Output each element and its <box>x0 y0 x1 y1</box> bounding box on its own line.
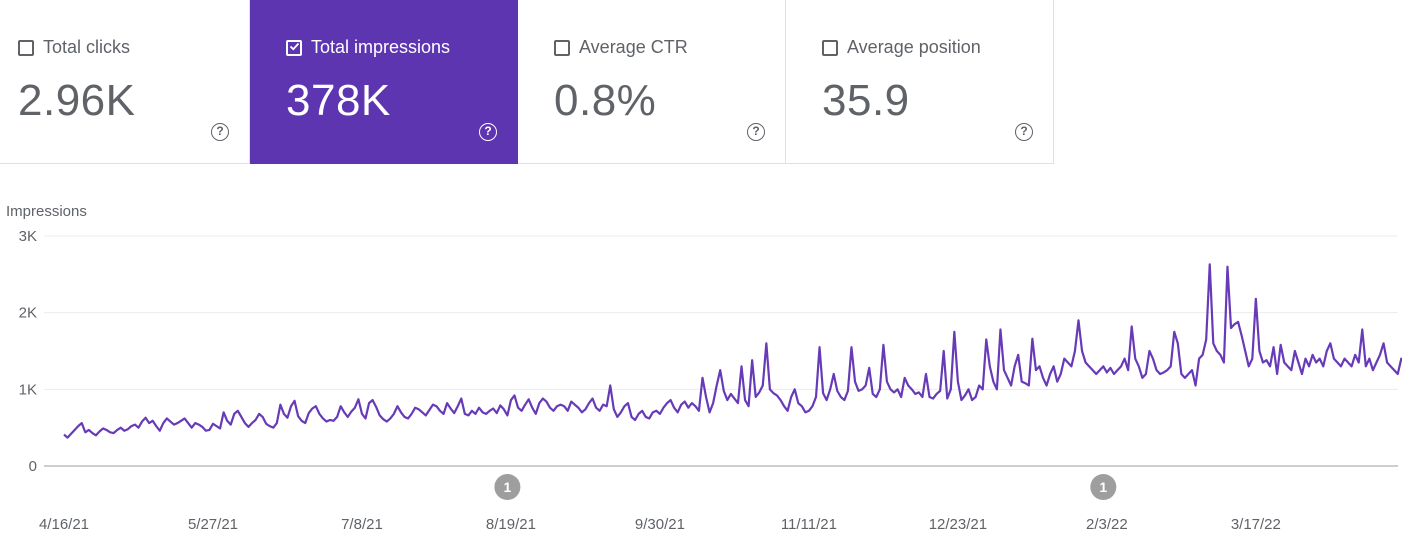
checkbox-unchecked-icon[interactable] <box>554 39 570 56</box>
metric-value: 0.8% <box>554 76 657 125</box>
x-tick-label: 2/3/22 <box>1086 516 1128 533</box>
metric-label-row: Average CTR <box>554 37 688 58</box>
annotation-circle <box>494 474 521 500</box>
metric-label-row: Total impressions <box>286 37 450 58</box>
metric-card-average-position[interactable]: Average position 35.9? <box>786 0 1054 164</box>
metric-label: Average position <box>847 37 981 57</box>
metric-card-total-clicks[interactable]: Total clicks 2.96K? <box>0 0 250 164</box>
x-tick-label: 9/30/21 <box>635 516 685 533</box>
metric-label-row: Total clicks <box>18 37 130 58</box>
metric-label: Total clicks <box>43 37 131 57</box>
x-tick-label: 7/8/21 <box>341 516 383 533</box>
x-tick-label: 3/17/22 <box>1231 516 1281 533</box>
annotation-marker[interactable]: 1 <box>1090 474 1117 500</box>
help-icon[interactable]: ? <box>211 123 229 141</box>
annotation-marker[interactable]: 1 <box>494 474 521 500</box>
y-tick-label: 2K <box>19 305 37 322</box>
y-axis-title: Impressions <box>6 203 87 220</box>
metric-cards: Total clicks 2.96K? Total impressions 378K?… <box>0 0 1054 164</box>
metric-value: 35.9 <box>822 76 910 125</box>
checkbox-unchecked-icon[interactable] <box>822 39 838 56</box>
metric-label: Total impressions <box>311 37 451 57</box>
checkbox-unchecked-icon[interactable] <box>18 39 34 56</box>
y-tick-label: 1K <box>19 381 37 398</box>
annotation-label: 1 <box>1099 479 1107 495</box>
checkbox-checked-icon[interactable] <box>286 39 302 56</box>
y-tick-label: 3K <box>19 228 37 245</box>
help-icon[interactable]: ? <box>1015 123 1033 141</box>
metric-label: Average CTR <box>579 37 688 57</box>
help-icon[interactable]: ? <box>747 123 765 141</box>
x-tick-label: 8/19/21 <box>486 516 536 533</box>
help-icon[interactable]: ? <box>479 123 497 141</box>
x-tick-label: 12/23/21 <box>929 516 987 533</box>
impressions-chart: Impressions 0 1K 2K 3K 4/16/21 5/27/21 7/8/21 8/… <box>6 203 1402 533</box>
metric-value: 2.96K <box>18 76 136 125</box>
x-tick-label: 11/11/21 <box>781 516 837 533</box>
metric-label-row: Average position <box>822 37 981 58</box>
annotation-circle <box>1090 474 1117 500</box>
y-tick-label: 0 <box>29 458 37 475</box>
x-tick-label: 5/27/21 <box>188 516 238 533</box>
metric-card-average-ctr[interactable]: Average CTR 0.8%? <box>518 0 786 164</box>
metric-card-total-impressions[interactable]: Total impressions 378K? <box>250 0 518 164</box>
impressions-line-series <box>63 263 1402 439</box>
annotation-label: 1 <box>503 479 511 495</box>
metric-value: 378K <box>286 76 391 125</box>
x-tick-label: 4/16/21 <box>39 516 89 533</box>
